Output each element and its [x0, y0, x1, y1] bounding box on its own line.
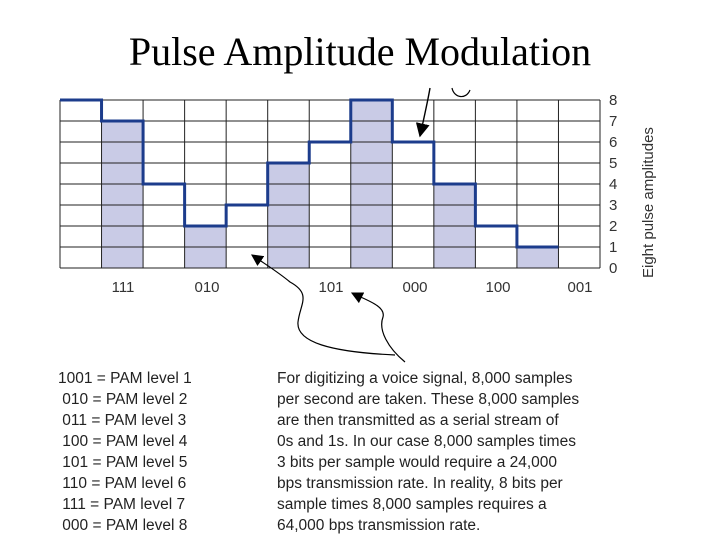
- level-tick-label: 6: [609, 134, 617, 151]
- description-paragraph: For digitizing a voice signal, 8,000 sam…: [277, 368, 697, 536]
- level-tick-label: 5: [609, 155, 617, 172]
- pam-level-legend: 1001 = PAM level 1 010 = PAM level 2 011…: [58, 368, 192, 536]
- legend-item: 010 = PAM level 2: [58, 391, 188, 408]
- code-label: 111: [112, 279, 135, 296]
- code-label: 101: [318, 279, 343, 296]
- page-title: Pulse Amplitude Modulation: [128, 29, 592, 74]
- description-line: per second are taken. These 8,000 sample…: [277, 391, 580, 408]
- sample-bar: [516, 247, 559, 268]
- level-tick-label: 2: [609, 218, 617, 235]
- description-line: are then transmitted as a serial stream …: [277, 412, 559, 429]
- code-label: 010: [194, 279, 219, 296]
- description-line: For digitizing a voice signal, 8,000 sam…: [277, 370, 573, 387]
- legend-item: 111 = PAM level 7: [58, 496, 186, 513]
- legend-item: 110 = PAM level 6: [58, 475, 187, 492]
- code-label: 100: [485, 279, 510, 296]
- sample-bar: [267, 163, 310, 268]
- level-tick-label: 4: [609, 176, 617, 193]
- legend-item: 101 = PAM level 5: [58, 454, 188, 471]
- legend-item: 011 = PAM level 3: [58, 412, 187, 429]
- annotation-arrow-left: [251, 254, 396, 356]
- y-axis-label: Eight pulse amplitudes: [640, 127, 657, 278]
- annotation-curl-top: [451, 87, 471, 98]
- code-label: 001: [567, 279, 592, 296]
- level-tick-label: 1: [609, 239, 617, 256]
- code-labels: 111 010 101 000 100 001: [112, 279, 593, 296]
- level-tick-label: 3: [609, 197, 617, 214]
- description-line: 3 bits per sample would require a 24,000: [277, 454, 558, 471]
- grid: [59, 99, 601, 269]
- description-line: 64,000 bps transmission rate.: [277, 517, 481, 534]
- code-label: 000: [402, 279, 427, 296]
- annotation-arrow-right: [350, 292, 406, 363]
- level-tick-label: 7: [609, 113, 617, 130]
- legend-item: 100 = PAM level 4: [58, 433, 188, 450]
- waveform: [60, 98, 559, 249]
- description-line: sample times 8,000 samples requires a: [277, 496, 547, 513]
- level-tick-label: 0: [609, 260, 617, 277]
- level-tick-labels: 0 1 2 3 4 5 6 7 8: [609, 92, 617, 277]
- annotation-arrow-top: [415, 87, 431, 138]
- waveform-line: [60, 98, 559, 249]
- legend-item: 1001 = PAM level 1: [58, 370, 192, 387]
- legend-item: 000 = PAM level 8: [58, 517, 188, 534]
- sample-bar: [101, 121, 144, 268]
- description-line: 0s and 1s. In our case 8,000 samples tim…: [277, 433, 576, 450]
- description-line: bps transmission rate. In reality, 8 bit…: [277, 475, 563, 492]
- level-tick-label: 8: [609, 92, 617, 109]
